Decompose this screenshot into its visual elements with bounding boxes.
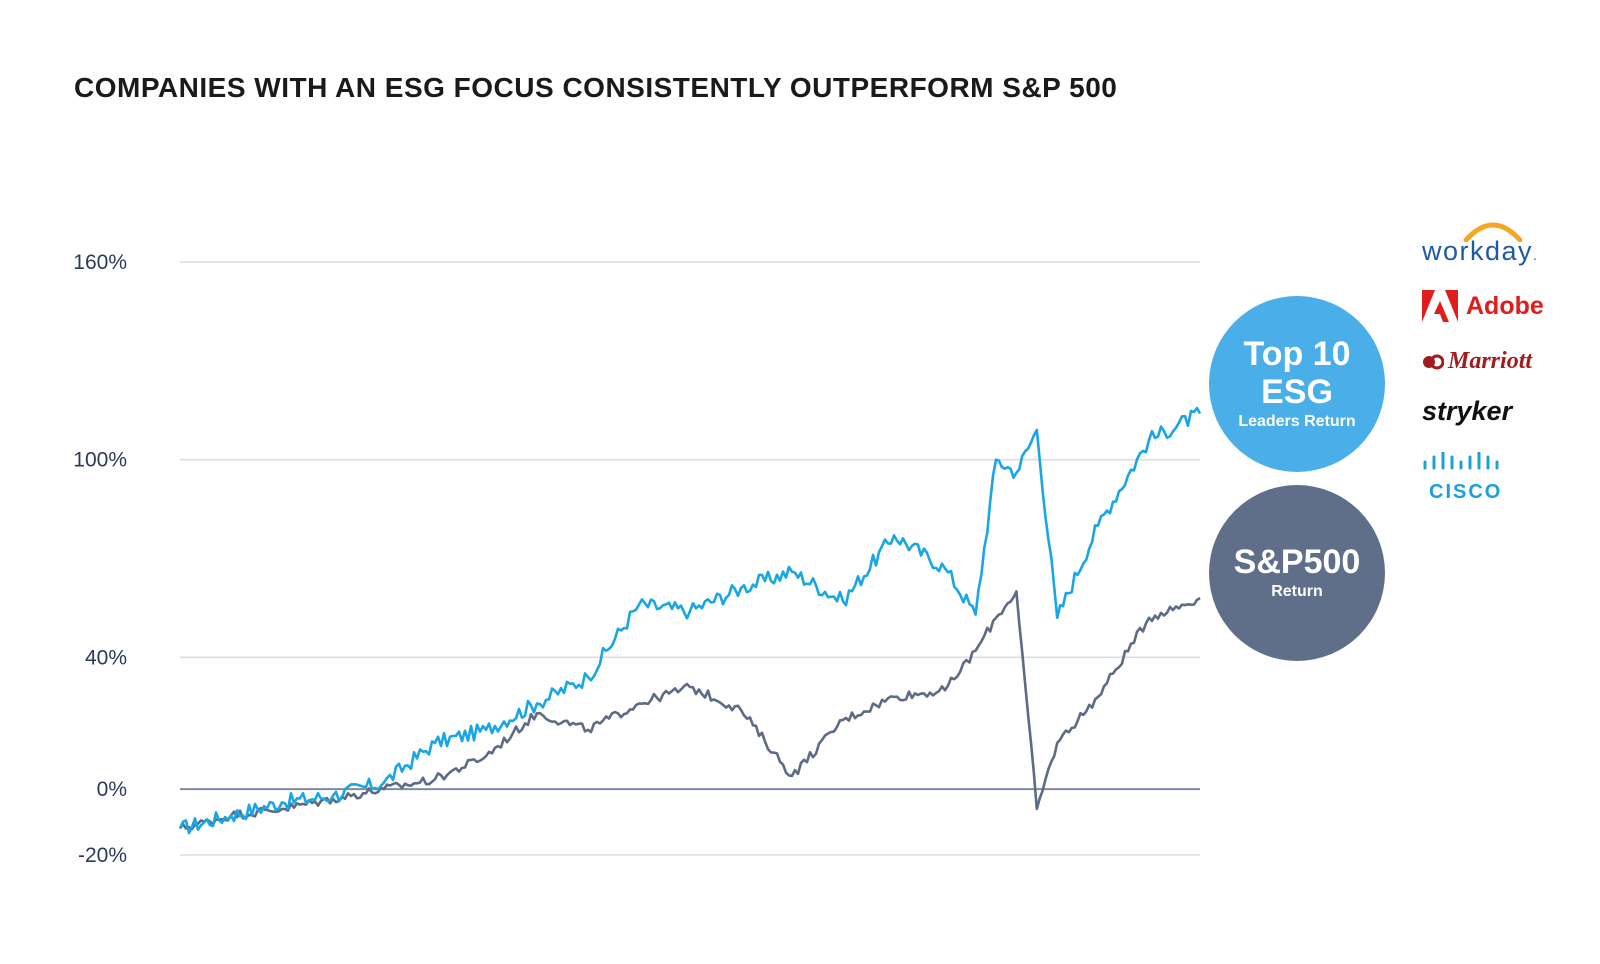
cisco-bars-icon bbox=[1423, 451, 1499, 470]
stryker-logo: stryker bbox=[1422, 396, 1513, 426]
esg-bubble-line3: Leaders Return bbox=[1238, 413, 1356, 430]
adobe-logo: Adobe bbox=[1422, 290, 1544, 322]
sp500-bubble: S&P500 Return bbox=[1209, 485, 1385, 661]
y-tick-label: -20% bbox=[78, 844, 127, 867]
sp500-series-line bbox=[178, 590, 1201, 831]
chart-title: COMPANIES WITH AN ESG FOCUS CONSISTENTLY… bbox=[74, 72, 1118, 103]
workday-logo-mark: . bbox=[1533, 247, 1539, 263]
marriott-icon bbox=[1423, 354, 1444, 369]
series-lines bbox=[178, 406, 1202, 835]
marriott-logo-text: Marriott bbox=[1448, 348, 1533, 374]
cisco-logo: CISCO bbox=[1422, 451, 1506, 504]
cisco-logo-text: CISCO bbox=[1429, 481, 1503, 503]
y-tick-label: 160% bbox=[73, 251, 127, 274]
marriott-logo: Marriott bbox=[1422, 348, 1532, 375]
adobe-icon bbox=[1422, 290, 1458, 322]
y-axis-ticks: 160% 100% 40% 0% -20% bbox=[73, 251, 127, 867]
sp500-bubble-line1: S&P500 bbox=[1233, 543, 1361, 581]
workday-logo: workday. bbox=[1422, 236, 1538, 267]
esg-bubble-line2: ESG bbox=[1261, 373, 1333, 411]
esg-leaders-bubble: Top 10 ESG Leaders Return bbox=[1209, 296, 1385, 472]
esg-leaders-series-line bbox=[178, 406, 1202, 835]
workday-logo-arc bbox=[1463, 222, 1523, 242]
sp500-bubble-line2: Return bbox=[1271, 583, 1323, 600]
workday-logo-text: workday bbox=[1422, 236, 1534, 266]
esg-bubble-line1: Top 10 bbox=[1243, 335, 1351, 373]
y-tick-label: 40% bbox=[85, 646, 127, 669]
gridlines bbox=[180, 261, 1200, 856]
y-tick-label: 0% bbox=[97, 778, 127, 801]
y-tick-label: 100% bbox=[73, 449, 127, 472]
adobe-logo-text: Adobe bbox=[1466, 291, 1544, 320]
